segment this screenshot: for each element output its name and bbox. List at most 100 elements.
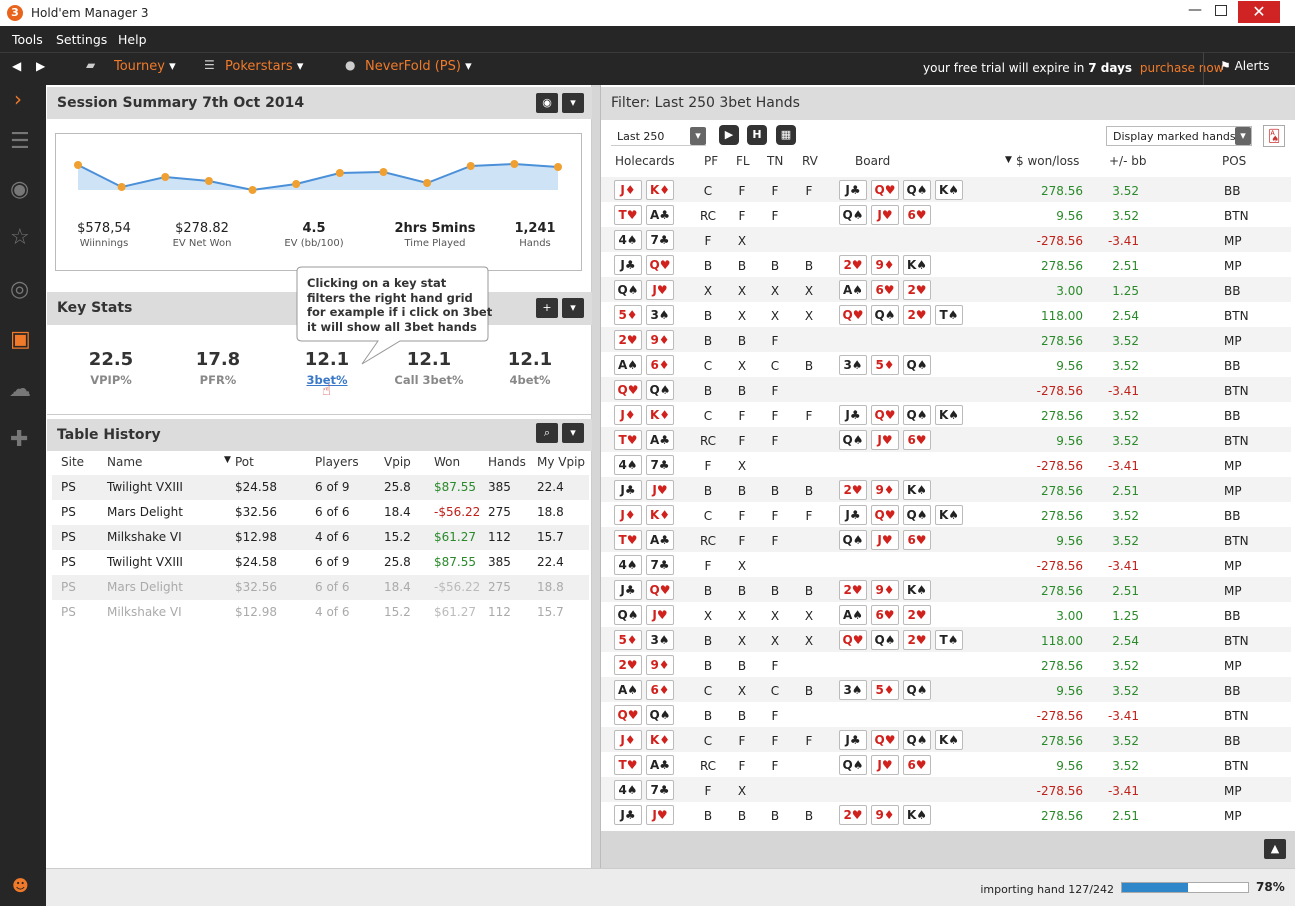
card: 4♠	[614, 455, 642, 475]
minimize[interactable]: —	[1188, 2, 1202, 18]
history-cell: 15.7	[537, 605, 564, 619]
action: B	[737, 659, 747, 673]
forward[interactable]: ▶	[36, 59, 46, 73]
hand-row[interactable]	[601, 277, 1291, 302]
card: Q♠	[839, 530, 867, 550]
maximize[interactable]	[1215, 5, 1227, 16]
game-select[interactable]: Tourney ▾	[114, 59, 176, 74]
nav-reports[interactable]: ☰	[10, 129, 30, 154]
action: RC	[699, 759, 717, 773]
nav-hands[interactable]: ▣	[10, 327, 31, 352]
grid-button[interactable]: ▦	[776, 125, 796, 145]
history-row[interactable]: PS Twilight VXIII $24.58 6 of 9 25.8 $87.55 38…	[52, 475, 589, 500]
player-select[interactable]: NeverFold (PS) ▾	[365, 59, 472, 74]
hand-row[interactable]	[601, 327, 1291, 352]
card: T♠	[935, 630, 963, 650]
history-cell: Mars Delight	[107, 505, 183, 519]
range-select[interactable]: Last 250	[611, 124, 706, 146]
card: Q♥	[839, 305, 867, 325]
card: J♣	[614, 580, 642, 600]
h-button[interactable]: H	[747, 125, 767, 145]
history-header: Table History	[47, 419, 592, 451]
hand-row[interactable]	[601, 602, 1291, 627]
hand-row[interactable]	[601, 452, 1291, 477]
won-loss: 3.00	[1056, 284, 1083, 298]
hand-row[interactable]	[601, 652, 1291, 677]
menu-button[interactable]: ▾	[562, 93, 584, 113]
history-row[interactable]: PS Twilight VXIII $24.58 6 of 9 25.8 $87.55 38…	[52, 550, 589, 575]
key-stat-label[interactable]: Call 3bet%	[394, 373, 464, 387]
history-cell: PS	[61, 580, 76, 594]
card: 6♦	[646, 355, 674, 375]
history-cell: 15.2	[384, 530, 411, 544]
hand-row[interactable]	[601, 777, 1291, 802]
hand-row[interactable]	[601, 202, 1291, 227]
key-stat-label[interactable]: PFR%	[199, 373, 237, 387]
card: 9♦	[871, 480, 899, 500]
play-button[interactable]: ▶	[719, 125, 739, 145]
user-icon[interactable]: ☻	[12, 876, 29, 895]
action: X	[737, 309, 747, 323]
history-row[interactable]: PS Milkshake VI $12.98 4 of 6 15.2 $61.27 112 1…	[52, 600, 589, 625]
menu-item[interactable]: Tools	[12, 32, 43, 47]
card: J♥	[871, 205, 899, 225]
session-header: Session Summary 7th Oct 2014	[47, 87, 592, 119]
close[interactable]: ✕	[1238, 1, 1280, 23]
hand-row[interactable]	[601, 702, 1291, 727]
display-drop[interactable]: ▾	[1235, 127, 1251, 145]
card: 2♥	[839, 480, 867, 500]
purchase-link[interactable]: purchase now	[1139, 61, 1224, 75]
display-select[interactable]: Display marked hands	[1106, 126, 1252, 146]
history-cell: 4 of 6	[315, 605, 350, 619]
menu-item[interactable]: Help	[118, 32, 147, 47]
search-button[interactable]: ⌕	[536, 423, 558, 443]
menu-button[interactable]: ▾	[562, 298, 584, 318]
menu-item[interactable]: Settings	[56, 32, 108, 47]
nav-star[interactable]: ☆	[10, 225, 30, 250]
hand-row[interactable]	[601, 427, 1291, 452]
action: B	[804, 259, 814, 273]
hand-row[interactable]	[601, 577, 1291, 602]
key-stat-label[interactable]: 3bet%	[306, 373, 348, 387]
expand[interactable]: ›	[14, 87, 22, 111]
back[interactable]: ◀	[12, 59, 22, 73]
scroll-top[interactable]: ▲	[1264, 839, 1286, 859]
history-row[interactable]: PS Milkshake VI $12.98 4 of 6 15.2 $61.27 112 1…	[52, 525, 589, 550]
card: K♦	[646, 505, 674, 525]
history-row[interactable]: PS Mars Delight $32.56 6 of 6 18.4 -$56.22 275…	[52, 575, 589, 600]
view-button[interactable]: ◉	[536, 93, 558, 113]
hand-row[interactable]	[601, 752, 1291, 777]
hand-row[interactable]	[601, 227, 1291, 252]
menu-button[interactable]: ▾	[562, 423, 584, 443]
hand-row[interactable]	[601, 352, 1291, 377]
card: 7♣	[646, 555, 674, 575]
action: RC	[699, 434, 717, 448]
splitter[interactable]	[592, 85, 600, 868]
key-stat-label[interactable]: 4bet%	[509, 373, 551, 387]
hand-row[interactable]	[601, 802, 1291, 827]
hand-row[interactable]	[601, 477, 1291, 502]
nav-disc[interactable]: ◎	[10, 277, 30, 302]
won-loss: -278.56	[1036, 234, 1083, 248]
hand-row[interactable]	[601, 252, 1291, 277]
add-button[interactable]: +	[536, 298, 558, 318]
hand-row[interactable]	[601, 377, 1291, 402]
cards-button[interactable]: 🂡	[1263, 125, 1285, 147]
hand-row[interactable]	[601, 527, 1291, 552]
nav-cloud[interactable]: ☁	[9, 377, 31, 402]
card: 2♥	[839, 255, 867, 275]
alerts[interactable]: ⚑ Alerts	[1220, 59, 1270, 73]
key-stat-label[interactable]: VPIP%	[90, 373, 132, 387]
nav-plugins[interactable]: ✚	[10, 427, 29, 452]
hand-row[interactable]	[601, 677, 1291, 702]
range-drop[interactable]: ▾	[690, 127, 706, 145]
history-cell: PS	[61, 555, 76, 569]
bb-result: -3.41	[1107, 784, 1139, 798]
hand-row[interactable]	[601, 552, 1291, 577]
site-select[interactable]: Pokerstars ▾	[225, 59, 304, 74]
history-row[interactable]: PS Mars Delight $32.56 6 of 6 18.4 -$56.22 275…	[52, 500, 589, 525]
nav-eye[interactable]: ◉	[10, 177, 30, 202]
card: J♣	[839, 730, 867, 750]
card: Q♠	[839, 205, 867, 225]
summary-value: 4.5	[302, 221, 326, 236]
